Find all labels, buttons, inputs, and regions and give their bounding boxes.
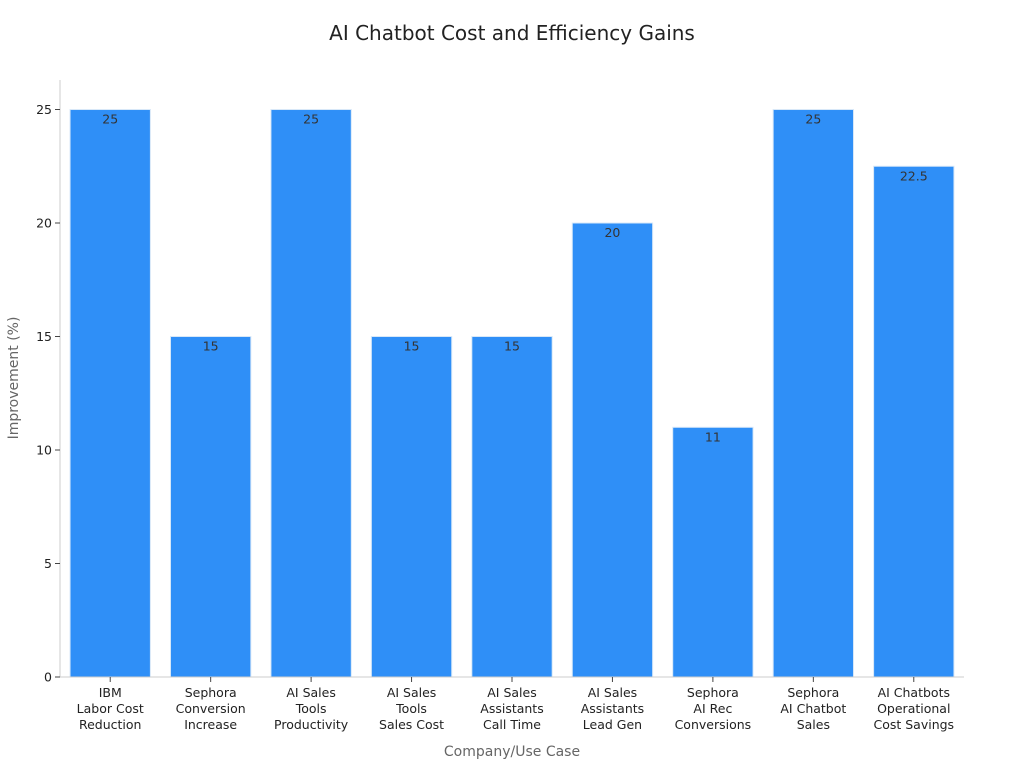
y-axis: 0 5 10 15 20 25 — [36, 80, 61, 685]
bar-6 — [571, 222, 654, 678]
y-tick-label-15: 15 — [36, 329, 52, 344]
y-tick-label-5: 5 — [44, 556, 52, 571]
bar-9 — [873, 165, 955, 678]
bar-7 — [672, 426, 754, 678]
data-label-3: 25 — [303, 112, 319, 127]
data-label-6: 20 — [604, 225, 620, 240]
data-label-4: 15 — [404, 339, 420, 354]
bar-5 — [471, 336, 553, 678]
data-label-2: 15 — [203, 339, 219, 354]
x-tick-label-1: IBM Labor Cost Reduction — [77, 685, 144, 732]
x-tick-label-6: AI Sales Assistants Lead Gen — [581, 685, 644, 732]
data-label-7: 11 — [705, 429, 721, 444]
x-tick-label-5: AI Sales Assistants Call Time — [480, 685, 543, 732]
x-axis-title: Company/Use Case — [444, 744, 580, 760]
bar-4 — [370, 336, 453, 678]
x-tick-label-7: Sephora AI Rec Conversions — [675, 685, 752, 732]
bar-3 — [270, 109, 352, 678]
bar-2 — [169, 336, 252, 678]
y-axis-title: Improvement (%) — [6, 317, 22, 440]
y-tick-label-20: 20 — [36, 216, 52, 231]
x-tick-label-9: AI Chatbots Operational Cost Savings — [873, 685, 954, 732]
x-axis: IBM Labor Cost Reduction Sephora Conversion I… — [60, 676, 964, 732]
data-labels-layer: 25 15 25 15 15 20 11 25 22.5 — [102, 112, 927, 445]
y-tick-label-25: 25 — [36, 102, 52, 117]
data-label-1: 25 — [102, 112, 118, 127]
bars-layer — [69, 109, 955, 678]
data-label-5: 15 — [504, 339, 520, 354]
x-tick-label-8: Sephora AI Chatbot Sales — [780, 685, 846, 732]
y-tick-label-10: 10 — [36, 443, 52, 458]
data-label-9: 22.5 — [900, 168, 928, 183]
x-tick-label-4: AI Sales Tools Sales Cost — [379, 685, 444, 732]
y-tick-label-0: 0 — [44, 670, 52, 685]
bar-1 — [69, 109, 151, 678]
chart-title: AI Chatbot Cost and Efficiency Gains — [329, 21, 695, 45]
data-label-8: 25 — [805, 112, 821, 127]
x-tick-label-3: AI Sales Tools Productivity — [274, 685, 349, 732]
x-tick-label-2: Sephora Conversion Increase — [176, 685, 246, 732]
bar-8 — [772, 109, 855, 678]
